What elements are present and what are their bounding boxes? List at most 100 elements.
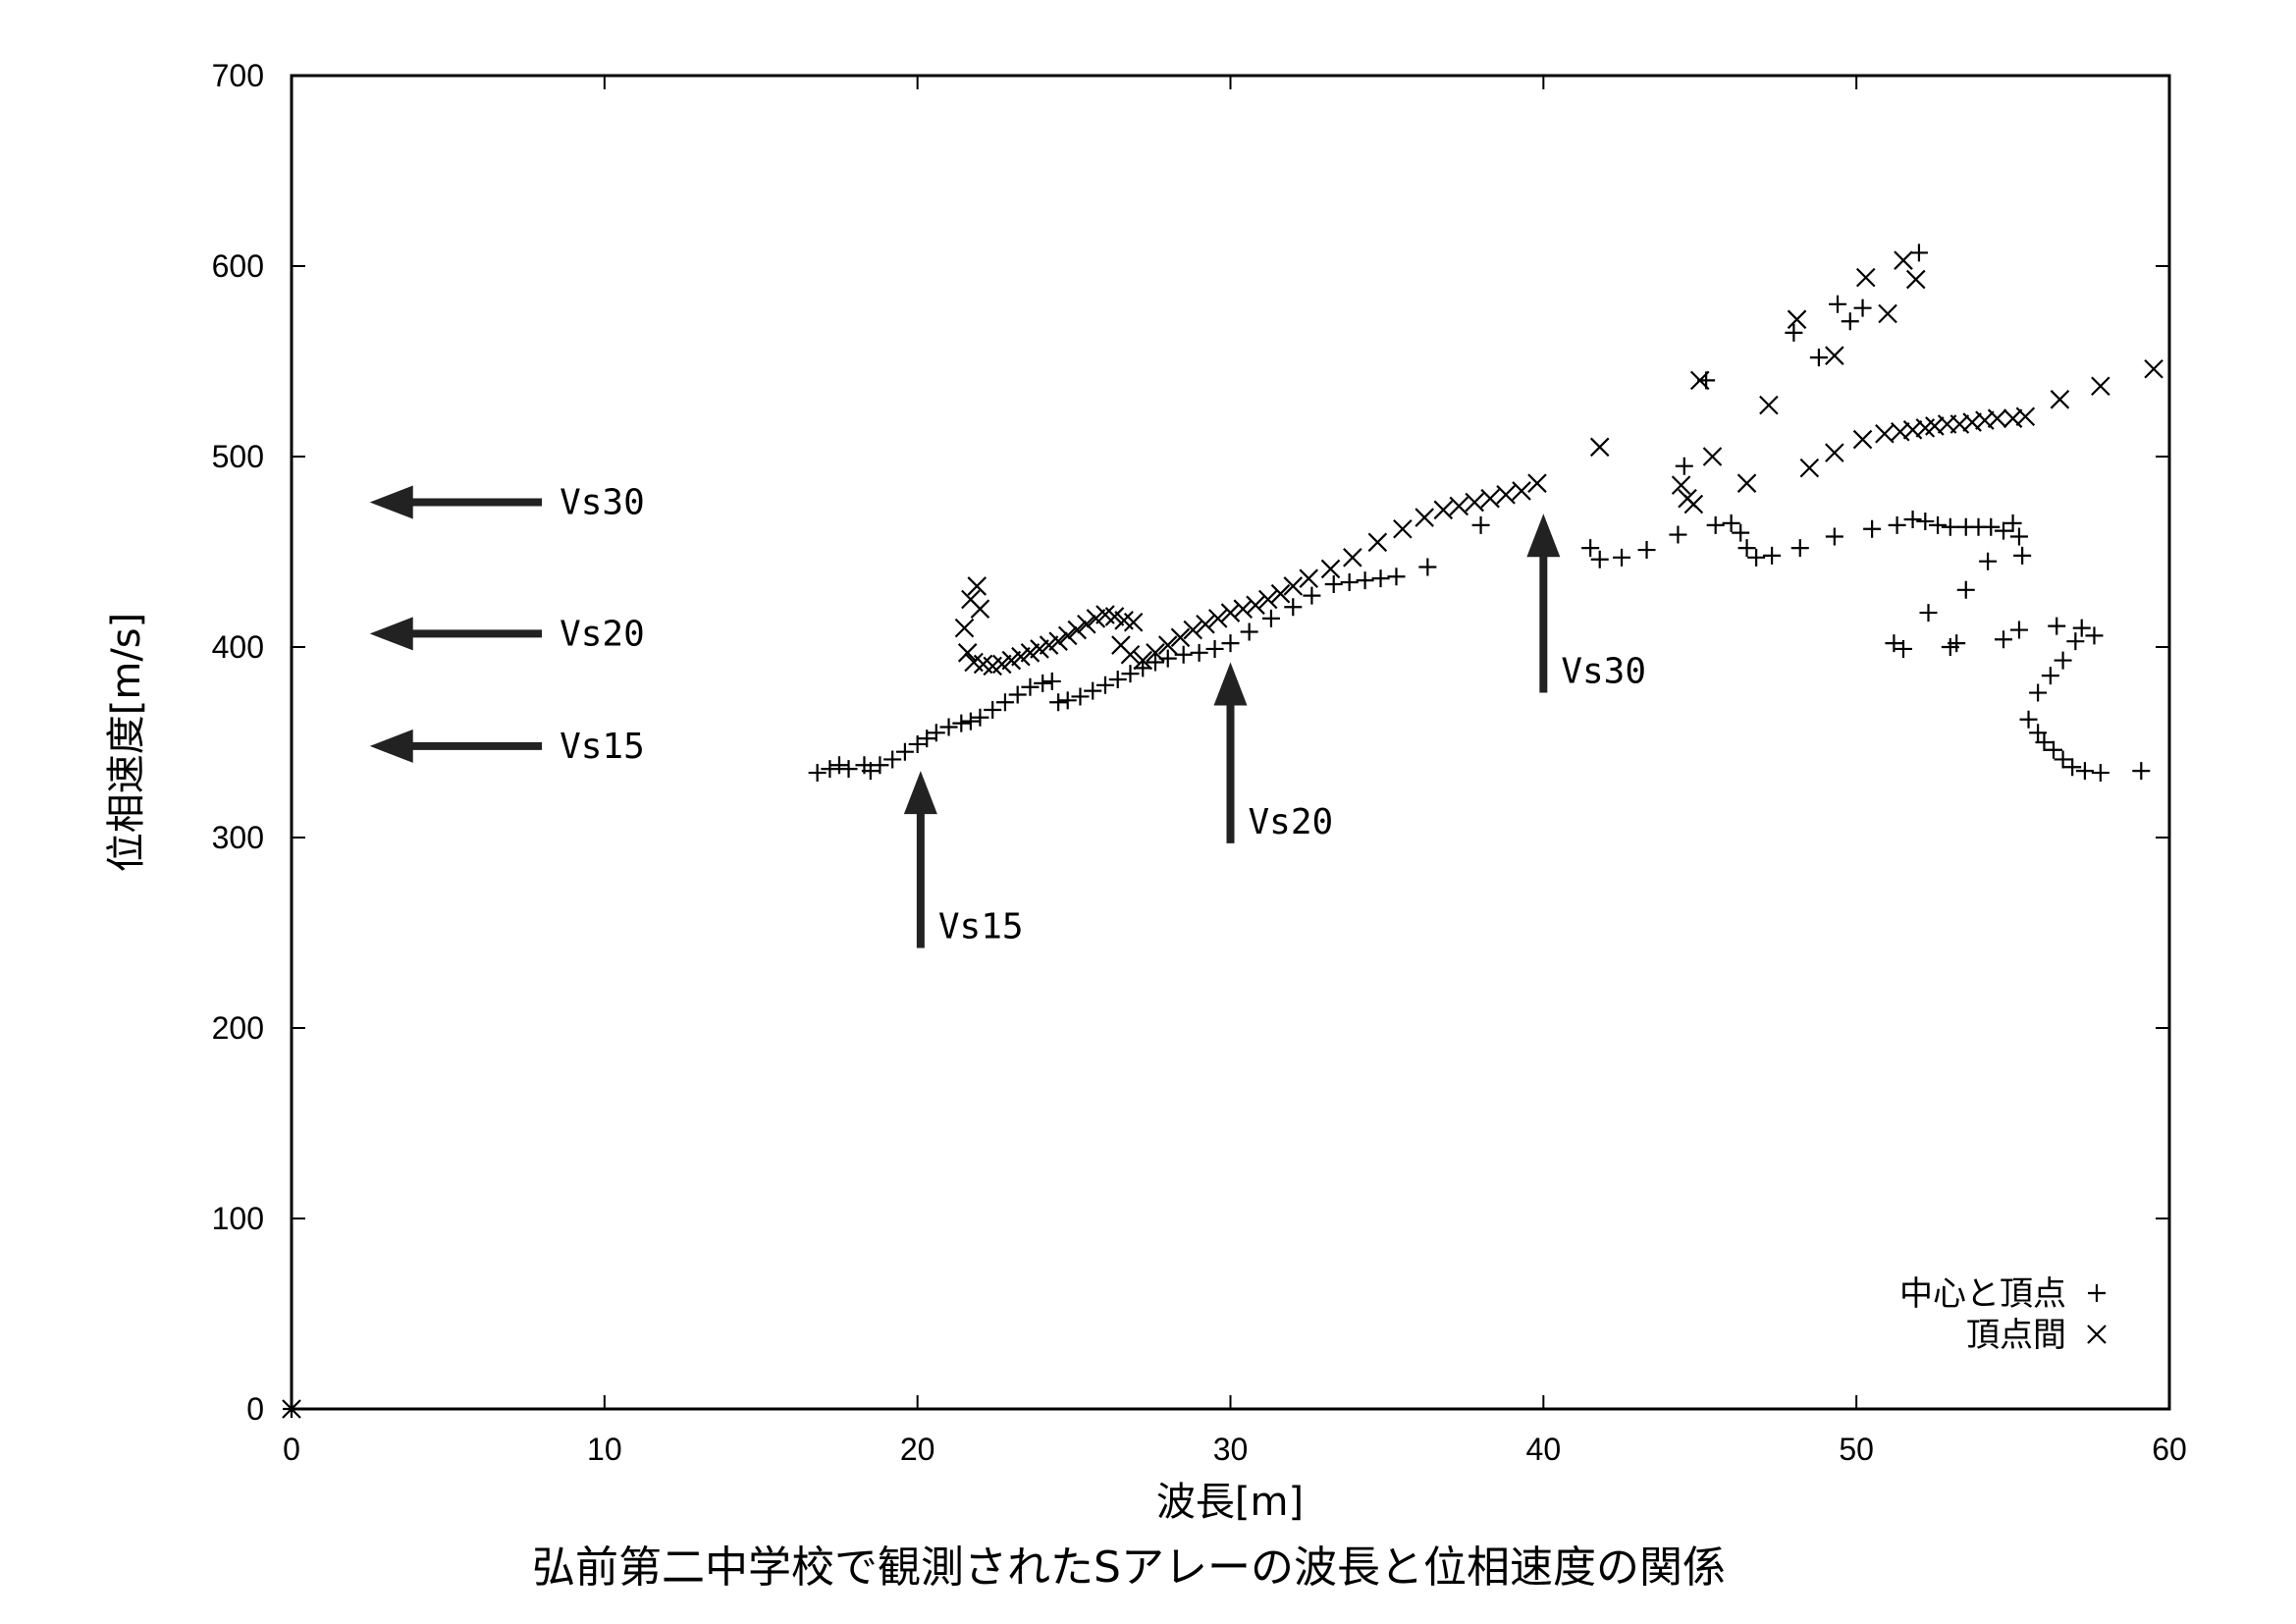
data-point-cross [1048,631,1068,651]
data-point-plus [1324,574,1343,593]
data-point-cross [1320,559,1341,579]
data-point-plus [1021,677,1040,696]
data-point-plus [2075,762,2094,781]
data-point-plus [1885,634,1903,653]
annotation-arrow: Vs30 [369,483,645,523]
data-point-cross [1077,614,1096,634]
data-point-cross [970,599,990,619]
data-point-cross [1220,603,1241,623]
data-point-plus [984,701,1002,720]
data-point-plus [2013,546,2032,565]
data-point-cross [2002,408,2023,428]
annotation-label: Vs15 [560,727,645,767]
data-point-cross [1702,447,1723,466]
data-point-cross [1393,518,1413,539]
x-tick-label: 40 [1526,1432,1562,1467]
arrow-head [903,771,937,815]
data-point-cross [1891,422,1910,442]
data-point-cross [1157,635,1178,655]
data-point-cross [1736,473,1757,493]
data-point-plus [839,760,858,779]
data-point-cross [1415,508,1434,527]
data-point-plus [1785,323,1803,342]
annotation-label: Vs15 [938,907,1024,947]
data-point-plus [1121,665,1140,683]
data-point-plus [1948,634,1966,653]
data-point-plus [927,724,945,742]
data-point-plus [1108,670,1127,688]
data-point-cross [1246,595,1265,616]
data-point-cross [2091,376,2110,396]
data-point-plus [1418,558,1437,576]
data-point-plus [2072,619,2091,637]
series-2 [282,250,2163,1419]
y-tick-label: 300 [212,820,264,855]
data-point-plus [1763,546,1782,565]
data-point-plus [1581,539,1600,558]
arrow-head [1213,662,1248,706]
data-point-plus [1042,672,1061,690]
data-point-plus [1841,312,1859,331]
data-point-cross [1433,500,1454,520]
data-point-cross [967,576,988,596]
y-tick-label: 500 [212,439,264,474]
data-point-plus [1863,519,1882,538]
data-point-plus [2066,632,2085,651]
data-point-plus [1637,541,1656,560]
data-point-plus [2003,514,2022,532]
data-point-plus [2029,683,2048,702]
data-point-cross [1465,492,1484,513]
y-tick-label: 600 [212,248,264,284]
data-point-plus [2035,733,2054,751]
data-point-plus [1675,457,1693,475]
chart-caption: 弘前第二中学校で観測されたSアレーの波長と位相速度の関係 [532,1543,1726,1593]
data-point-plus [2009,621,2028,639]
data-point-plus [1941,517,1959,536]
data-point-cross [1949,414,1970,434]
data-point-plus [1706,515,1725,534]
data-point-plus [1894,639,1912,658]
data-point-plus [1134,659,1152,677]
y-tick-label: 100 [212,1201,264,1236]
data-point-plus [1371,569,1390,588]
data-point-cross [2015,406,2036,427]
legend-label: 中心と頂点 [1899,1274,2066,1314]
data-point-cross [2050,390,2070,409]
data-point-cross [1133,650,1153,671]
data-point-plus [861,762,880,781]
data-point-cross [1799,458,1820,478]
data-point-cross [954,618,975,638]
data-point-cross [1894,250,1913,270]
data-point-plus [1221,634,1240,653]
data-point-plus [1095,676,1114,694]
arrow-head [369,729,413,763]
annotation-label: Vs30 [1561,652,1646,692]
data-point-cross [1902,420,1923,440]
data-point-plus [2009,527,2028,546]
data-point-cross [1527,473,1547,493]
annotation-label: Vs20 [560,614,645,654]
data-point-cross [1283,576,1304,596]
data-point-cross [1343,548,1362,568]
data-point-cross [1671,475,1691,495]
data-point-cross [1855,267,1876,288]
data-point-cross [1825,346,1844,365]
data-point-cross [1589,437,1610,458]
arrow-head [1526,514,1561,558]
data-point-plus [2085,626,2104,645]
x-axis-label: 波長[m] [1156,1480,1304,1525]
data-point-plus [1240,623,1258,641]
annotation-arrow: Vs20 [369,614,645,654]
data-point-plus [1982,517,2001,536]
data-point-plus [1261,609,1280,627]
annotation-arrow: Vs30 [1526,514,1646,693]
data-point-plus [1084,681,1102,700]
data-point-cross [1683,494,1704,514]
annotation-arrow: Vs20 [1213,662,1333,843]
data-point-plus [952,714,971,732]
data-point-plus [2029,724,2048,742]
data-point-plus [1303,586,1321,605]
data-point-cross [1270,583,1291,604]
